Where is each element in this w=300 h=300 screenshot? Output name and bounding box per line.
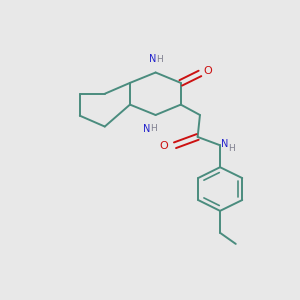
Text: O: O [160,141,168,152]
Text: O: O [203,66,212,76]
Text: N: N [221,139,228,149]
Text: N: N [149,54,157,64]
Text: N: N [143,124,151,134]
Text: H: H [228,143,235,152]
Text: H: H [150,124,157,134]
Text: H: H [156,55,162,64]
